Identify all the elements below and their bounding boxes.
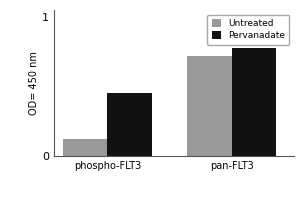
Bar xyxy=(107,93,152,156)
Bar xyxy=(63,139,107,156)
Bar xyxy=(187,56,232,156)
Y-axis label: OD= 450 nm: OD= 450 nm xyxy=(29,51,39,115)
Bar xyxy=(232,48,276,156)
Legend: Untreated, Pervanadate: Untreated, Pervanadate xyxy=(207,15,290,45)
